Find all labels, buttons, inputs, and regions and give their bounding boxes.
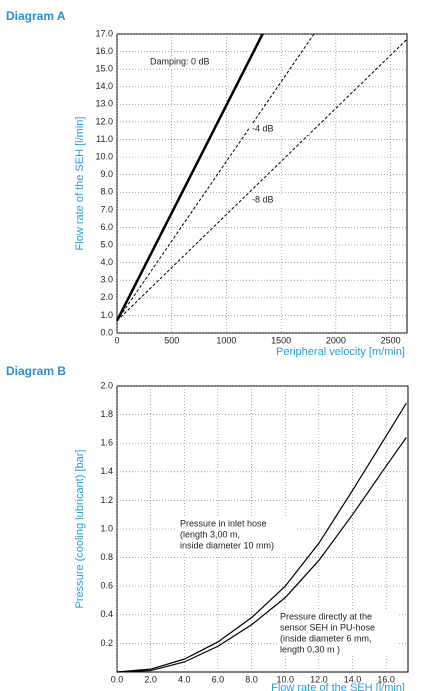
y-tick-label: 1.4 [100,466,113,476]
annotation: -8 dB [252,194,274,204]
data-line [116,402,407,673]
y-tick-label: 6.0 [100,222,113,232]
y-tick-label: 13.0 [95,99,113,109]
annotation-bg [249,194,309,206]
annotation-bg [177,529,297,541]
annotation: inside diameter 10 mm) [180,540,274,550]
y-tick-label: 0.8 [100,552,113,562]
y-tick-label: 5.0 [100,239,113,249]
annotation: Pressure in inlet hose [180,518,267,528]
x-tick-label: 0.0 [111,674,124,684]
annotation: length 0,30 m ) [280,644,340,654]
x-tick-label: 1000 [216,335,236,345]
y-tick-label: 1.2 [100,495,113,505]
y-tick-label: 8.0 [100,187,113,197]
data-line [116,38,408,322]
annotation-bg [277,622,397,634]
annotation: -4 dB [252,123,274,133]
annotation-bg [277,644,397,656]
x-tick-label: 2500 [381,335,401,345]
data-line [115,33,264,322]
annotation: sensor SEH in PU-hose [280,622,375,632]
x-tick-label: 14.0 [344,674,362,684]
x-tick-label: 16.0 [377,674,395,684]
y-tick-label: 9.0 [100,169,113,179]
y-tick-label: 14.0 [95,81,113,91]
y-tick-label: 1.6 [100,438,113,448]
chart-title: Diagram B [6,364,66,378]
y-tick-label: 10.0 [95,151,113,161]
plot-area [116,33,408,334]
y-tick-label: 4.0 [100,257,113,267]
annotation-bg [177,518,297,530]
x-tick-label: 12.0 [310,674,328,684]
chart-title: Diagram A [6,9,66,23]
y-tick-label: 17.0 [95,28,113,38]
y-tick-label: 0.4 [100,609,113,619]
x-tick-label: 8.0 [245,674,258,684]
y-axis-label: Pressure (cooling lubricant) [bar] [74,450,86,609]
annotation: Damping: 0 dB [150,56,210,66]
annotation-bg [277,611,397,623]
x-tick-label: 500 [164,335,179,345]
y-tick-label: 1.8 [100,409,113,419]
x-tick-label: 1500 [271,335,291,345]
x-tick-label: 0 [114,335,119,345]
y-tick-label: 11.0 [96,134,113,144]
y-tick-label: 2.0 [100,380,113,390]
annotation-bg [147,56,207,68]
data-line [116,437,407,673]
annotation-bg [277,633,397,645]
y-tick-label: 15.0 [95,64,113,74]
x-axis-label: Flow rate of the SEH [l/min] [271,682,405,691]
annotation-bg [177,540,297,552]
y-tick-label: 0.6 [100,581,113,591]
y-tick-label: 0.2 [100,638,113,648]
y-tick-label: 3.0 [100,275,113,285]
y-tick-label: 1.0 [100,310,113,320]
x-tick-label: 10.0 [276,674,294,684]
y-tick-label: 1.0 [100,523,113,533]
y-axis-label: Flow rate of the SEH [l/min] [74,117,86,251]
y-tick-label: 7.0 [100,204,113,214]
x-tick-label: 6.0 [212,674,225,684]
x-tick-label: 2.0 [144,674,157,684]
annotation: (inside diameter 6 mm, [280,633,372,643]
y-tick-label: 16.0 [95,46,113,56]
data-line [116,33,315,321]
y-tick-label: 0.0 [100,327,113,337]
y-tick-label: 2.0 [100,292,113,302]
annotation: (length 3,00 m, [180,529,240,539]
annotation-bg [249,123,309,135]
x-tick-label: 4.0 [178,674,191,684]
annotation: Pressure directly at the [280,611,372,621]
x-axis-label: Peripheral velocity [m/min] [276,346,405,358]
y-tick-label: 12.0 [95,116,113,126]
x-tick-label: 2000 [326,335,346,345]
